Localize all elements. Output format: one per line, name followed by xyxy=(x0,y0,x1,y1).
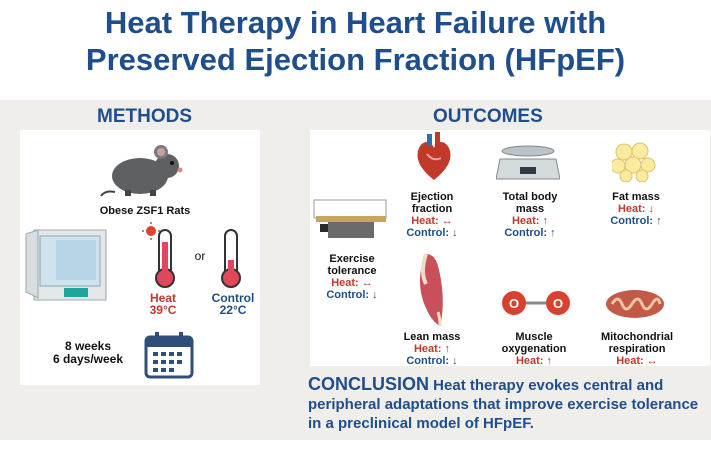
scale-icon xyxy=(496,145,560,180)
duration-days: 6 days/week xyxy=(52,352,124,366)
mitochondrion-icon xyxy=(606,290,664,318)
outcome-lean-mass: Lean mass Heat: ↑ Control: ↓ xyxy=(396,331,468,367)
outcome-exercise-tolerance: Exercise tolerance Heat: ↔ Control: ↓ xyxy=(316,253,388,301)
outcome-fat-mass: Fat mass Heat: ↓ Control: ↑ xyxy=(598,191,674,227)
outcome-total-body-mass: Total body mass Heat: ↑ Control: ↑ xyxy=(490,191,570,239)
outcome-name-2: oxygenation xyxy=(501,343,567,355)
outcome-control-effect: Control: ↑ xyxy=(504,227,556,239)
heat-label: Heat xyxy=(149,291,176,305)
or-label: or xyxy=(194,249,206,263)
oxygen-molecule-icon: O O xyxy=(502,291,570,315)
control-temp: 22°C xyxy=(219,303,247,317)
methods-heading: METHODS xyxy=(97,106,192,127)
outcome-name: Exercise xyxy=(329,253,375,265)
outcome-name: Total body xyxy=(502,191,558,203)
muscle-icon xyxy=(420,253,443,327)
outcome-name: Fat mass xyxy=(612,191,660,203)
outcome-name-2: fraction xyxy=(411,203,453,215)
outcome-heat-effect: Heat: ↔ xyxy=(411,215,453,227)
conclusion-text: Heat therapy evokes central and peripher… xyxy=(308,377,699,432)
outcome-name-2: respiration xyxy=(608,343,666,355)
outcome-heat-effect: Heat: ↓ xyxy=(617,203,655,215)
outcome-name: Lean mass xyxy=(403,331,461,343)
page-title: Heat Therapy in Heart Failure with Prese… xyxy=(0,4,711,78)
outcome-heat-effect: Heat: ↑ xyxy=(413,343,451,355)
outcome-name: Mitochondrial xyxy=(600,331,674,343)
outcome-mitochondrial-respiration: Mitochondrial respiration Heat: ↔ xyxy=(592,331,682,367)
outcome-name-2: mass xyxy=(515,203,545,215)
svg-text:O: O xyxy=(509,296,519,311)
incubator-icon xyxy=(25,229,107,301)
outcome-heat-effect: Heat: ↔ xyxy=(331,277,373,289)
animal-label: Obese ZSF1 Rats xyxy=(99,205,191,217)
control-thermometer-icon xyxy=(221,229,241,288)
heart-icon xyxy=(417,132,451,180)
svg-text:O: O xyxy=(553,296,563,311)
outcome-control-effect: Control: ↑ xyxy=(610,215,662,227)
title-line-2: Preserved Ejection Fraction (HFpEF) xyxy=(85,42,626,77)
heat-temp: 39°C xyxy=(149,303,177,317)
outcome-name: Muscle xyxy=(515,331,553,343)
outcome-muscle-oxygenation: Muscle oxygenation Heat: ↑ xyxy=(492,331,576,367)
treadmill-icon xyxy=(313,199,387,238)
control-label: Control xyxy=(211,291,255,305)
outcome-name: Ejection xyxy=(410,191,454,203)
heat-thermometer-icon xyxy=(142,222,175,288)
outcome-name-2: tolerance xyxy=(327,265,377,277)
fat-cells-icon xyxy=(612,142,656,182)
conclusion-label: CONCLUSION xyxy=(308,374,429,394)
title-line-1: Heat Therapy in Heart Failure with xyxy=(104,5,607,40)
outcome-heat-effect: Heat: ↑ xyxy=(515,355,553,367)
outcome-heat-effect: Heat: ↑ xyxy=(511,215,549,227)
conclusion-block: CONCLUSION Heat therapy evokes central a… xyxy=(308,375,703,433)
outcomes-heading: OUTCOMES xyxy=(433,106,543,127)
outcome-control-effect: Control: ↓ xyxy=(406,227,458,239)
outcome-ejection-fraction: Ejection fraction Heat: ↔ Control: ↓ xyxy=(396,191,468,239)
outcome-control-effect: Control: ↓ xyxy=(406,355,458,367)
calendar-icon xyxy=(144,332,194,379)
duration-weeks: 8 weeks xyxy=(64,339,112,353)
outcome-control-effect: Control: ↓ xyxy=(326,289,378,301)
outcome-heat-effect: Heat: ↔ xyxy=(616,355,658,367)
rat-icon xyxy=(100,145,183,197)
